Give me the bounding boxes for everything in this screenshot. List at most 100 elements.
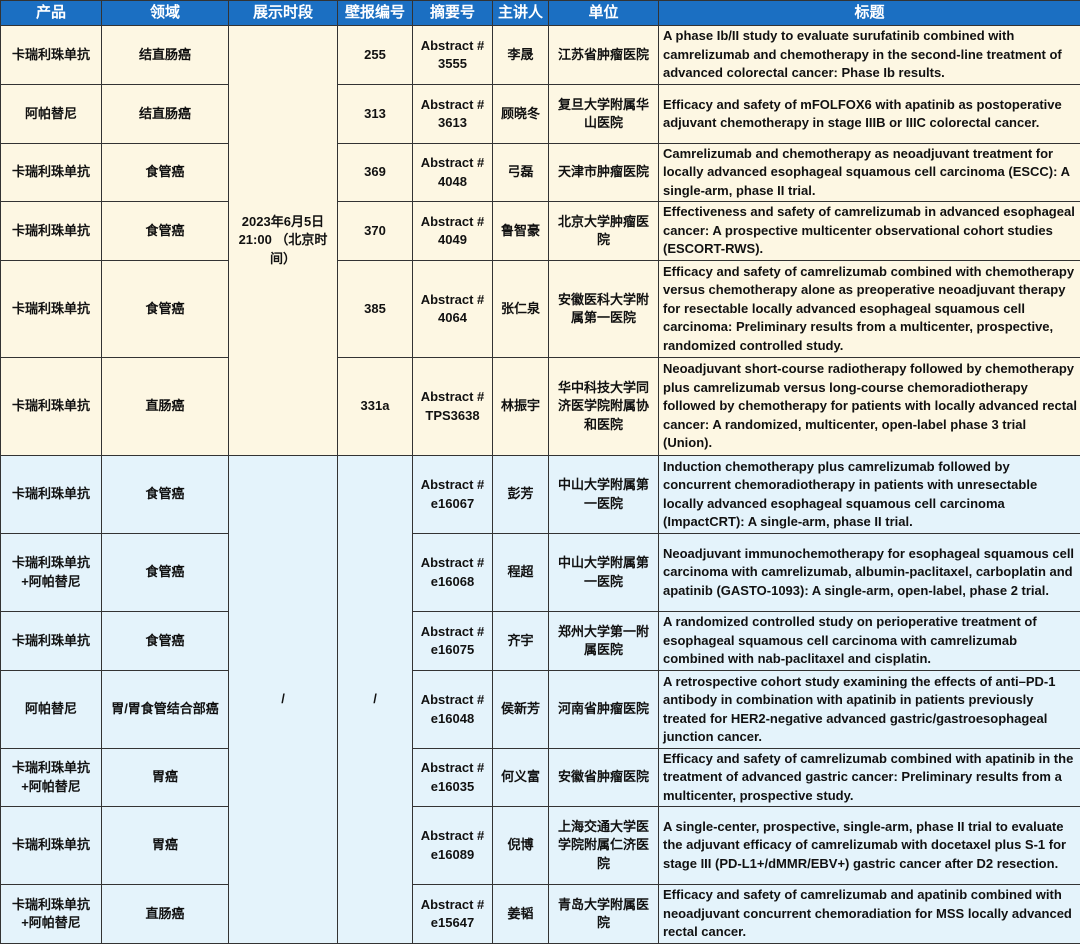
speaker-cell: 张仁泉 [492, 260, 549, 358]
speaker-cell: 林振宇 [492, 357, 549, 456]
table-row: 卡瑞利珠单抗 食管癌 Abstract # e16075 齐宇 郑州大学第一附属医院 A … [0, 611, 1080, 671]
institution-cell: 郑州大学第一附属医院 [548, 611, 659, 671]
product-cell: 卡瑞利珠单抗+阿帕替尼 [0, 748, 102, 807]
header-row: 产品 领域 展示时段 壁报编号 摘要号 主讲人 单位 标题 [0, 0, 1080, 26]
abstract-number-cell: Abstract # TPS3638 [412, 357, 493, 456]
product-cell: 卡瑞利珠单抗 [0, 143, 102, 202]
abstract-number-cell: Abstract # e16068 [412, 533, 493, 612]
poster-number-cell: 385 [337, 260, 413, 358]
institution-cell: 上海交通大学医学院附属仁济医院 [548, 806, 659, 885]
table-row: 卡瑞利珠单抗 食管癌 369 Abstract # 4048 弓磊 天津市肿瘤医院 Camr… [0, 143, 1080, 202]
column-header: 展示时段 [228, 0, 338, 26]
table-row: 卡瑞利珠单抗+阿帕替尼 直肠癌 Abstract # e15647 姜韬 青岛大学附属医… [0, 884, 1080, 944]
speaker-cell: 鲁智豪 [492, 201, 549, 261]
speaker-cell: 倪博 [492, 806, 549, 885]
abstract-number-cell: Abstract # e16089 [412, 806, 493, 885]
column-header: 单位 [548, 0, 659, 26]
area-cell: 食管癌 [101, 533, 229, 612]
abstract-number-cell: Abstract # 4064 [412, 260, 493, 358]
institution-cell: 天津市肿瘤医院 [548, 143, 659, 202]
column-header: 主讲人 [492, 0, 549, 26]
institution-cell: 河南省肿瘤医院 [548, 670, 659, 749]
title-cell: Effectiveness and safety of camrelizumab… [658, 201, 1080, 261]
poster-number-cell: 370 [337, 201, 413, 261]
poster-number-cell: 313 [337, 84, 413, 144]
area-cell: 食管癌 [101, 455, 229, 534]
product-cell: 卡瑞利珠单抗 [0, 260, 102, 358]
institution-cell: 复旦大学附属华山医院 [548, 84, 659, 144]
area-cell: 胃癌 [101, 748, 229, 807]
product-cell: 卡瑞利珠单抗 [0, 201, 102, 261]
abstract-number-cell: Abstract # e16035 [412, 748, 493, 807]
area-cell: 直肠癌 [101, 884, 229, 944]
table-row: 阿帕替尼 胃/胃食管结合部癌 Abstract # e16048 侯新芳 河南省肿瘤医院… [0, 670, 1080, 749]
abstract-number-cell: Abstract # e16067 [412, 455, 493, 534]
abstract-number-cell: Abstract # e16075 [412, 611, 493, 671]
abstract-number-cell: Abstract # 4048 [412, 143, 493, 202]
column-header: 标题 [658, 0, 1080, 26]
title-cell: A randomized controlled study on periope… [658, 611, 1080, 671]
speaker-cell: 何义富 [492, 748, 549, 807]
table-row: 卡瑞利珠单抗 直肠癌 331a Abstract # TPS3638 林振宇 华中科技大学… [0, 357, 1080, 456]
title-cell: Induction chemotherapy plus camrelizumab… [658, 455, 1080, 534]
title-cell: Camrelizumab and chemotherapy as neoadju… [658, 143, 1080, 202]
column-header: 壁报编号 [337, 0, 413, 26]
product-cell: 阿帕替尼 [0, 84, 102, 144]
product-cell: 卡瑞利珠单抗 [0, 611, 102, 671]
table-row: 卡瑞利珠单抗+阿帕替尼 食管癌 Abstract # e16068 程超 中山大学附属第… [0, 533, 1080, 612]
abstract-number-cell: Abstract # e16048 [412, 670, 493, 749]
title-cell: Efficacy and safety of mFOLFOX6 with apa… [658, 84, 1080, 144]
title-cell: Efficacy and safety of camrelizumab and … [658, 884, 1080, 944]
poster-number-cell: / [337, 455, 413, 944]
institution-cell: 安徽医科大学附属第一医院 [548, 260, 659, 358]
session-cell: 2023年6月5日 21:00 （北京时间） [228, 25, 338, 456]
area-cell: 食管癌 [101, 143, 229, 202]
table-row: 卡瑞利珠单抗+阿帕替尼 胃癌 Abstract # e16035 何义富 安徽省肿瘤医院… [0, 748, 1080, 807]
speaker-cell: 顾晓冬 [492, 84, 549, 144]
institution-cell: 中山大学附属第一医院 [548, 533, 659, 612]
poster-number-cell: 255 [337, 25, 413, 85]
speaker-cell: 李晟 [492, 25, 549, 85]
speaker-cell: 彭芳 [492, 455, 549, 534]
table-row: 卡瑞利珠单抗 食管癌 370 Abstract # 4049 鲁智豪 北京大学肿瘤医院 Ef… [0, 201, 1080, 261]
product-cell: 卡瑞利珠单抗 [0, 806, 102, 885]
institution-cell: 华中科技大学同济医学院附属协和医院 [548, 357, 659, 456]
institution-cell: 北京大学肿瘤医院 [548, 201, 659, 261]
column-header: 产品 [0, 0, 102, 26]
speaker-cell: 齐宇 [492, 611, 549, 671]
institution-cell: 江苏省肿瘤医院 [548, 25, 659, 85]
product-cell: 卡瑞利珠单抗+阿帕替尼 [0, 533, 102, 612]
area-cell: 结直肠癌 [101, 25, 229, 85]
table-row: 阿帕替尼 结直肠癌 313 Abstract # 3613 顾晓冬 复旦大学附属华山医院 E… [0, 84, 1080, 144]
product-cell: 卡瑞利珠单抗 [0, 357, 102, 456]
area-cell: 食管癌 [101, 611, 229, 671]
title-cell: A retrospective cohort study examining t… [658, 670, 1080, 749]
institution-cell: 中山大学附属第一医院 [548, 455, 659, 534]
institution-cell: 青岛大学附属医院 [548, 884, 659, 944]
abstract-number-cell: Abstract # 4049 [412, 201, 493, 261]
speaker-cell: 程超 [492, 533, 549, 612]
speaker-cell: 姜韬 [492, 884, 549, 944]
title-cell: Efficacy and safety of camrelizumab comb… [658, 260, 1080, 358]
title-cell: Efficacy and safety of camrelizumab comb… [658, 748, 1080, 807]
speaker-cell: 侯新芳 [492, 670, 549, 749]
product-cell: 阿帕替尼 [0, 670, 102, 749]
table-row: 卡瑞利珠单抗 食管癌 385 Abstract # 4064 张仁泉 安徽医科大学附属第一… [0, 260, 1080, 358]
area-cell: 结直肠癌 [101, 84, 229, 144]
title-cell: A single-center, prospective, single-arm… [658, 806, 1080, 885]
area-cell: 胃癌 [101, 806, 229, 885]
column-header: 领域 [101, 0, 229, 26]
area-cell: 胃/胃食管结合部癌 [101, 670, 229, 749]
table-row: 卡瑞利珠单抗 食管癌 / / Abstract # e16067 彭芳 中山大学附属第一医院… [0, 455, 1080, 944]
area-cell: 食管癌 [101, 260, 229, 358]
poster-number-cell: 331a [337, 357, 413, 456]
abstract-number-cell: Abstract # e15647 [412, 884, 493, 944]
institution-cell: 安徽省肿瘤医院 [548, 748, 659, 807]
area-cell: 食管癌 [101, 201, 229, 261]
table-row: 卡瑞利珠单抗 结直肠癌 2023年6月5日 21:00 （北京时间） 255 Abstr… [0, 25, 1080, 456]
title-cell: Neoadjuvant short-course radiotherapy fo… [658, 357, 1080, 456]
product-cell: 卡瑞利珠单抗 [0, 25, 102, 85]
abstract-number-cell: Abstract # 3613 [412, 84, 493, 144]
product-cell: 卡瑞利珠单抗+阿帕替尼 [0, 884, 102, 944]
